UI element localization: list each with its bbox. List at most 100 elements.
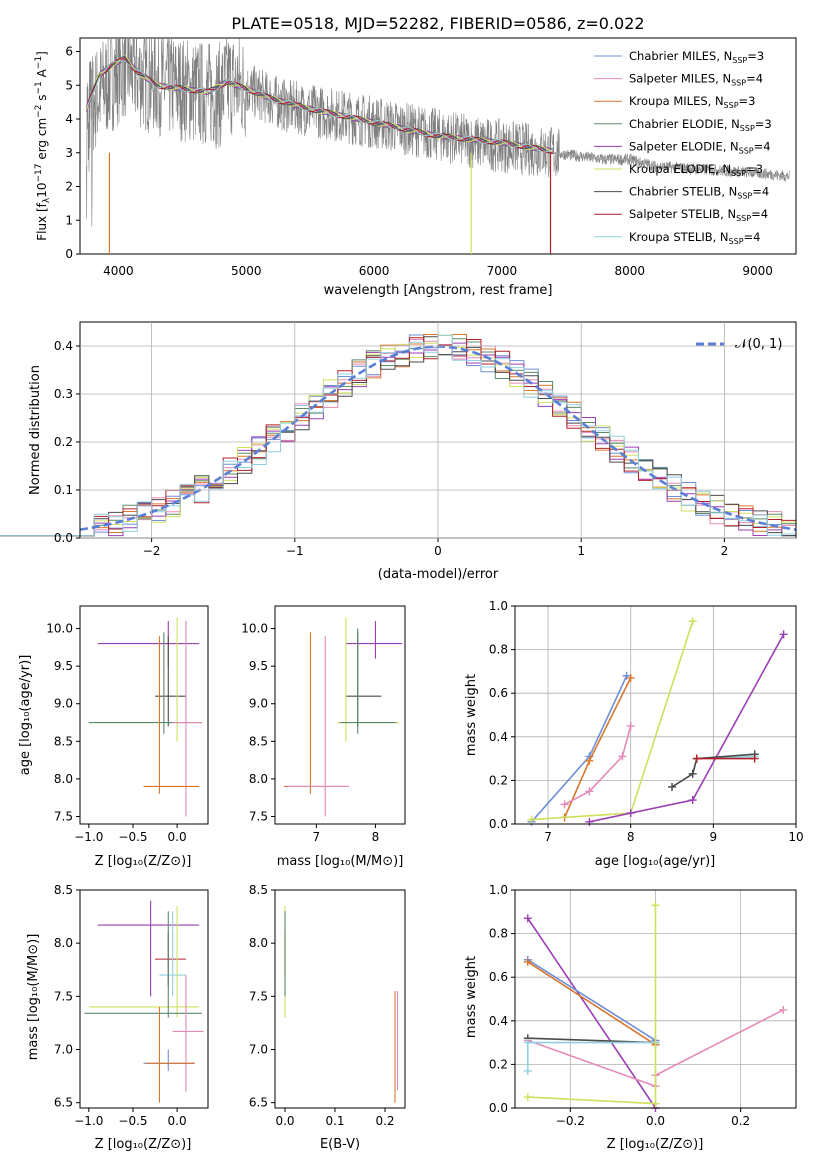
mass-weight-point bbox=[779, 1005, 788, 1014]
x-tick-label: 1 bbox=[577, 544, 585, 558]
spectrum-panel: 4000 5000 6000 7000 8000 9000 0 1 2 3 4 5 6 waveleng… bbox=[34, 37, 797, 298]
histogram-step-7 bbox=[0, 337, 796, 537]
y-tick-label: 8.5 bbox=[54, 734, 73, 748]
figure-title: PLATE=0518, MJD=52282, FIBERID=0586, z=0… bbox=[231, 14, 644, 33]
age-vs-mass-xlabel: mass [log₁₀(M/M⊙)] bbox=[277, 854, 404, 869]
legend-label-main: Kroupa STELIB, N bbox=[629, 230, 729, 244]
legend-label-count: =4 bbox=[746, 72, 763, 86]
legend-label-count: =4 bbox=[744, 230, 761, 244]
mass-weight-point bbox=[688, 796, 697, 805]
model-spectrum-7 bbox=[85, 58, 554, 154]
spectrum-plot-area bbox=[85, 38, 790, 254]
y-tick-label: 0.0 bbox=[489, 1101, 508, 1115]
mass-weight-point bbox=[688, 769, 697, 778]
y-tick-label: 0.8 bbox=[489, 643, 508, 657]
model-spectrum-8 bbox=[85, 60, 554, 153]
mass-weight-point bbox=[622, 671, 631, 680]
x-tick-label: 0.0 bbox=[168, 830, 187, 844]
y-tick-label: 7.5 bbox=[54, 809, 73, 823]
legend-label-main: Chabrier ELODIE, N bbox=[629, 117, 740, 131]
y-tick-label: 0.4 bbox=[489, 1014, 508, 1028]
y-tick-label: 10.0 bbox=[46, 622, 73, 636]
spectrum-ylabel-close: ] bbox=[35, 51, 49, 56]
x-tick-label: −2 bbox=[143, 544, 161, 558]
y-tick-label: 7.0 bbox=[249, 1043, 268, 1057]
mass-weight-point bbox=[585, 787, 594, 796]
y-tick-label: 7.0 bbox=[54, 1043, 73, 1057]
panel-axes bbox=[79, 605, 209, 825]
mass-weight-point bbox=[779, 630, 788, 639]
x-tick-label: 2 bbox=[721, 544, 729, 558]
mass-weight-series-5 bbox=[527, 905, 657, 1105]
y-tick-label: 8.0 bbox=[54, 772, 73, 786]
y-tick-label: 9.0 bbox=[54, 697, 73, 711]
spectrum-ticks: 4000 5000 6000 7000 8000 9000 0 1 2 3 4 5 6 bbox=[65, 45, 773, 279]
y-tick-label: 0.2 bbox=[489, 1057, 508, 1071]
mass-weight-point bbox=[626, 809, 635, 818]
x-tick-label: 7000 bbox=[487, 264, 518, 278]
spectrum-ylabel-sub: λ bbox=[42, 197, 52, 203]
mass-weight-point bbox=[585, 817, 594, 826]
legend-label-sub: SSP bbox=[736, 214, 751, 223]
y-tick-label: 0.1 bbox=[54, 483, 73, 497]
mass-weight-point bbox=[523, 914, 532, 923]
spectrum-ylabel-A: A bbox=[35, 68, 49, 81]
mass-weight-point bbox=[651, 1099, 660, 1108]
grid: 0.0 0.1 0.2 6.5 7.0 7.5 8.0 8.5 bbox=[249, 883, 395, 1128]
x-tick-label: 5000 bbox=[231, 264, 262, 278]
y-tick-label: 2 bbox=[65, 180, 73, 194]
mw-vs-Z-xlabel: Z [log₁₀(Z/Z⊙)] bbox=[607, 1137, 704, 1152]
mass-weight-point bbox=[688, 617, 697, 626]
x-tick-label: 8 bbox=[372, 830, 380, 844]
mass-weight-series-2 bbox=[527, 961, 656, 1046]
y-tick-label: 6.5 bbox=[249, 1096, 268, 1110]
mass-weight-vs-age-panel: 7 8 9 10 0.0 0.2 0.4 0.6 0.8 1.0 bbox=[489, 599, 804, 844]
spectrum-ylabel: Flux [fλ10−17 erg cm−2 s−1 A−1] bbox=[34, 51, 52, 241]
mass-weight-point bbox=[523, 1093, 532, 1102]
age-vs-Z-ylabel: age [log₁₀(age/yr)] bbox=[18, 655, 33, 776]
y-tick-label: 8.0 bbox=[54, 936, 73, 950]
legend-label-sub: SSP bbox=[729, 237, 744, 246]
y-tick-label: 8.5 bbox=[249, 883, 268, 897]
y-tick-label: 9.5 bbox=[249, 659, 268, 673]
legend-label-main: Kroupa MILES, N bbox=[629, 94, 724, 108]
model-spectrum-4 bbox=[85, 56, 554, 151]
histogram-plot-area bbox=[0, 334, 797, 537]
mass-vs-Z-ylabel: mass [log₁₀(M/M⊙)] bbox=[26, 934, 41, 1061]
y-tick-label: 0.6 bbox=[489, 686, 508, 700]
panel-axes bbox=[514, 889, 797, 1109]
x-tick-label: 0.0 bbox=[168, 1114, 187, 1128]
legend-label: Kroupa STELIB, NSSP=4 bbox=[629, 230, 760, 246]
y-tick-label: 6 bbox=[65, 45, 73, 59]
y-tick-label: 9.5 bbox=[54, 659, 73, 673]
mass-vs-Z-xlabel: Z [log₁₀(Z/Z⊙)] bbox=[95, 1137, 192, 1152]
mw-vs-age-ylabel: mass weight bbox=[464, 674, 479, 756]
age-vs-Z-panel: −1.0 −0.5 0.0 7.5 8.0 8.5 9.0 9.5 10.0 bbox=[46, 605, 209, 844]
mass-weight-series-2 bbox=[563, 677, 632, 818]
x-tick-label: −1 bbox=[286, 544, 304, 558]
normal-legend-label: 𝒩(0, 1) bbox=[735, 337, 782, 352]
y-tick-label: 8.5 bbox=[249, 734, 268, 748]
histogram-step-2 bbox=[0, 334, 796, 537]
y-tick-label: 1.0 bbox=[489, 883, 508, 897]
legend-label-sub: SSP bbox=[731, 169, 746, 178]
histogram-step-0 bbox=[0, 334, 796, 537]
x-tick-label: −0.2 bbox=[556, 1114, 585, 1128]
y-tick-label: 8.5 bbox=[54, 883, 73, 897]
y-tick-label: 9.0 bbox=[249, 697, 268, 711]
y-tick-label: 7.5 bbox=[249, 809, 268, 823]
legend-label-count: =3 bbox=[739, 94, 756, 108]
legend-label: Salpeter STELIB, NSSP=4 bbox=[629, 207, 768, 223]
legend-label-main: Salpeter ELODIE, N bbox=[629, 139, 739, 153]
mass-weight-point bbox=[523, 957, 532, 966]
x-tick-label: 0.2 bbox=[375, 1114, 394, 1128]
legend-label-sub: SSP bbox=[740, 124, 755, 133]
legend-label-main: Kroupa ELODIE, N bbox=[629, 162, 731, 176]
spectrum-lines bbox=[85, 38, 790, 254]
mass-weight-point bbox=[651, 901, 660, 910]
y-tick-label: 7.5 bbox=[54, 989, 73, 1003]
y-tick-label: 6.5 bbox=[54, 1096, 73, 1110]
legend-label-count: =4 bbox=[751, 207, 768, 221]
legend-label: Chabrier MILES, NSSP=3 bbox=[629, 49, 764, 65]
y-tick-label: 7.5 bbox=[249, 989, 268, 1003]
